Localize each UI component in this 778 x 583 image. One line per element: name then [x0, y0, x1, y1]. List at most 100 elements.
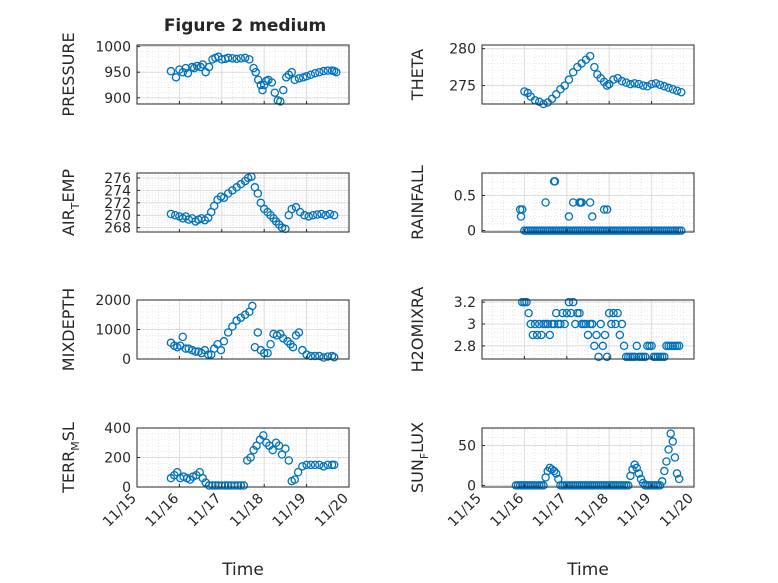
- data-point: [256, 198, 266, 208]
- data-point: [306, 351, 316, 361]
- data-point: [672, 86, 682, 95]
- data-point: [228, 322, 237, 331]
- data-point: [259, 80, 269, 90]
- data-point: [562, 308, 572, 318]
- data-point: [246, 453, 255, 462]
- data-point: [281, 73, 291, 82]
- data-point: [549, 319, 559, 329]
- data-point: [560, 319, 569, 329]
- data-point: [664, 83, 673, 93]
- data-point: [537, 330, 546, 340]
- data-point: [258, 85, 267, 95]
- data-point: [248, 301, 257, 311]
- subplot-4: 0 0.5 RAINFALL: [408, 165, 695, 240]
- y-tick-label: 0.5: [454, 188, 476, 204]
- data-point: [181, 63, 191, 73]
- data-point: [306, 70, 316, 80]
- data-point: [279, 85, 288, 95]
- data-point: [170, 210, 180, 220]
- data-point: [621, 78, 631, 87]
- data-point: [604, 79, 614, 89]
- data-point: [594, 352, 603, 362]
- data-point: [223, 481, 233, 490]
- data-point: [216, 345, 226, 355]
- x-axis-label: Time: [566, 560, 609, 580]
- data-point: [532, 330, 542, 340]
- data-point: [662, 457, 671, 466]
- figure-title: Figure 2 medium: [164, 16, 326, 36]
- data-point: [526, 319, 536, 329]
- data-point: [655, 481, 665, 490]
- data-point: [651, 79, 661, 88]
- y-tick-label: 280: [449, 42, 476, 58]
- data-point: [596, 319, 605, 329]
- data-point: [219, 193, 229, 203]
- subplot-1: 900 950 1000 PRESSURE: [59, 32, 350, 117]
- data-point: [302, 460, 311, 470]
- data-point: [233, 481, 243, 490]
- data-point: [323, 460, 333, 470]
- data-point: [230, 481, 239, 490]
- data-point: [217, 481, 227, 490]
- y-tick-label: 3: [467, 317, 476, 333]
- y-axis-label: SUNFLUX: [408, 422, 431, 493]
- data-point: [551, 308, 561, 318]
- data-point: [599, 205, 609, 214]
- y-tick-label: 274: [104, 183, 131, 199]
- data-point: [298, 345, 307, 355]
- y-tick-label: 1000: [95, 323, 131, 339]
- data-point: [228, 54, 237, 63]
- y-tick-label: 0: [467, 224, 476, 240]
- x-axis-label: Time: [221, 560, 264, 580]
- data-point: [598, 341, 608, 351]
- data-point: [319, 353, 328, 362]
- y-axis-label: THETA: [408, 49, 427, 101]
- data-point: [249, 63, 258, 73]
- axes-box: [136, 44, 350, 105]
- data-point: [294, 74, 304, 83]
- data-point: [564, 75, 574, 84]
- data-point: [209, 201, 219, 211]
- data-point: [551, 469, 561, 478]
- y-tick-label: 0: [122, 352, 131, 368]
- data-point: [657, 477, 667, 486]
- axes-box: [481, 299, 695, 360]
- data-point: [310, 68, 320, 78]
- data-point: [263, 348, 272, 358]
- data-point: [587, 319, 597, 329]
- data-point: [245, 55, 254, 64]
- y-axis-label: PRESSURE: [59, 32, 78, 116]
- data-point: [315, 460, 324, 470]
- data-point: [638, 81, 648, 90]
- data-point: [664, 445, 673, 454]
- data-point: [329, 210, 339, 220]
- data-point: [266, 339, 275, 349]
- data-point: [522, 297, 531, 307]
- data-point: [640, 352, 650, 362]
- y-tick-label: 276: [104, 171, 131, 187]
- data-point: [300, 210, 309, 220]
- axes-box: [481, 172, 695, 233]
- data-point: [276, 97, 285, 106]
- data-point: [196, 62, 205, 72]
- data-point: [323, 66, 333, 75]
- data-point: [587, 212, 597, 221]
- data-point: [166, 209, 176, 219]
- data-point: [524, 308, 533, 318]
- subplot-2: 275 280 THETA: [408, 42, 695, 109]
- data-point: [545, 330, 555, 340]
- data-point: [256, 80, 266, 90]
- data-point: [251, 67, 260, 77]
- data-point: [566, 308, 576, 318]
- y-tick-label: 0: [122, 480, 131, 496]
- data-point: [577, 198, 586, 207]
- data-point: [672, 469, 682, 478]
- y-tick-label: 272: [104, 196, 131, 212]
- data-point: [674, 474, 684, 484]
- data-point: [259, 431, 268, 440]
- data-point: [677, 87, 686, 97]
- data-point: [290, 475, 299, 484]
- y-tick-label: 950: [104, 65, 131, 81]
- data-point: [666, 429, 675, 438]
- data-point: [571, 319, 580, 329]
